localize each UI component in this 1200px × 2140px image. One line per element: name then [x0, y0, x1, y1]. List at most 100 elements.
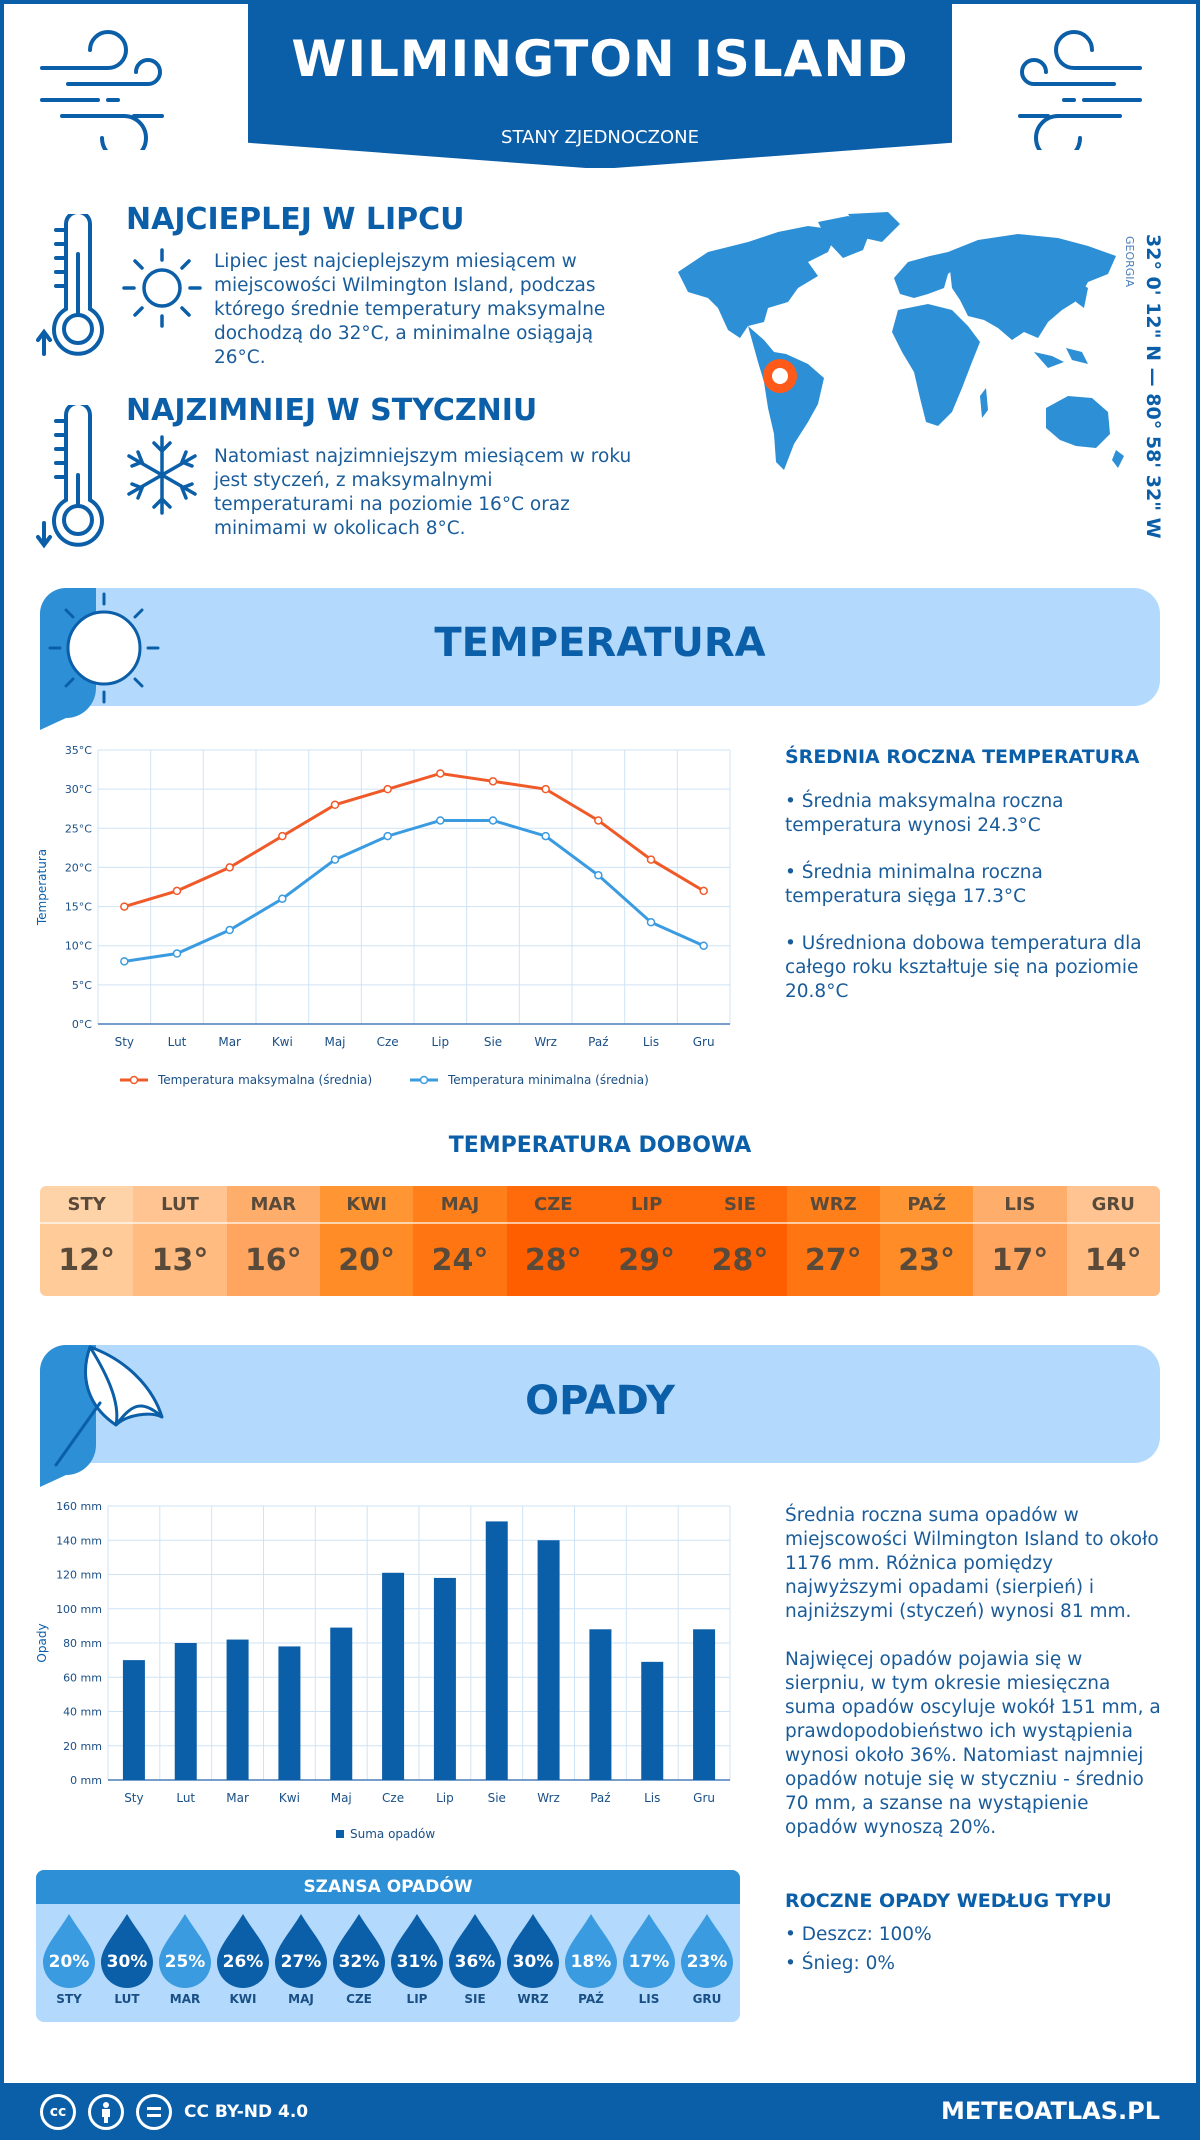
x-tick-label: Maj: [324, 1035, 345, 1049]
daily-temp-value: 13°: [133, 1224, 227, 1296]
daily-temp-month: LIS: [973, 1186, 1067, 1224]
rain-chance-title: SZANSA OPADÓW: [36, 1870, 740, 1904]
x-tick-label: Lis: [644, 1791, 660, 1805]
x-tick-label: Cze: [377, 1035, 399, 1049]
x-tick-label: Lis: [643, 1035, 659, 1049]
data-point: [488, 816, 498, 825]
x-tick-label: Lip: [436, 1791, 454, 1805]
rain-chance-month: CZE: [346, 1992, 372, 2006]
data-point: [436, 816, 445, 825]
x-tick-label: Kwi: [272, 1035, 293, 1049]
x-tick-label: Maj: [331, 1791, 352, 1805]
annual-temp-min: • Średnia minimalna roczna temperatura s…: [785, 862, 1043, 907]
data-point: [330, 800, 340, 810]
raindrop-icon: [449, 1914, 501, 1988]
raindrop-icon: [565, 1914, 617, 1988]
rain-chance-value: 26%: [222, 1952, 264, 1972]
data-point: [699, 886, 708, 896]
daily-temp-cell: KWI 20°: [319, 1186, 414, 1296]
precip-type-title: ROCZNE OPADY WEDŁUG TYPU: [785, 1890, 1112, 1912]
rain-chance-drops: 20% STY 30% LUT 25% MAR 26% KWI 27% MAJ 32% CZE 31% L…: [36, 1904, 740, 2006]
data-point: [488, 777, 498, 786]
daily-temp-cell: CZE 28°: [506, 1186, 600, 1296]
attribution-icon: [88, 2094, 124, 2130]
thermometer-up-icon: [36, 214, 104, 356]
rain-chance-value: 25%: [164, 1952, 206, 1972]
precip-type-snow: • Śnieg: 0%: [785, 1953, 895, 1974]
rain-chance-item: 17% LIS: [621, 1912, 677, 2006]
daily-temp-month: GRU: [1066, 1186, 1160, 1224]
data-point: [225, 863, 234, 872]
daily-temp-value: 28°: [506, 1224, 600, 1296]
rain-chance-item: 27% MAJ: [273, 1912, 329, 2006]
raindrop-icon: [43, 1914, 95, 1988]
data-point: [225, 925, 234, 935]
y-tick-label: 0 mm: [70, 1774, 102, 1787]
x-tick-label: Paź: [588, 1035, 608, 1049]
legend-label: Temperatura minimalna (średnia): [447, 1073, 649, 1087]
rain-chance-item: 25% MAR: [157, 1912, 213, 2006]
precip-type-rain: • Deszcz: 100%: [785, 1924, 932, 1945]
sun-outline-icon: [40, 588, 160, 730]
data-point: [699, 941, 708, 950]
rain-chance-value: 30%: [512, 1952, 554, 1972]
rain-chance-value: 18%: [570, 1952, 612, 1972]
daily-temp-value: 27°: [786, 1224, 880, 1296]
x-tick-label: Sty: [115, 1035, 134, 1049]
x-tick-label: Wrz: [534, 1035, 557, 1049]
data-point: [541, 784, 550, 794]
daily-temp-month: MAR: [226, 1186, 320, 1224]
coldest-title: NAJZIMNIEJ W STYCZNIU: [126, 393, 538, 428]
y-tick-label: 10°C: [65, 940, 92, 953]
series-line: [123, 771, 705, 909]
rain-chance-item: 32% CZE: [331, 1912, 387, 2006]
legend-label: Suma opadów: [350, 1827, 435, 1841]
daily-temp-month: STY: [40, 1186, 134, 1224]
legend-label: Temperatura maksymalna (średnia): [157, 1073, 372, 1087]
bar: [641, 1661, 664, 1780]
daily-temp-cell: MAR 16°: [226, 1186, 320, 1296]
rain-chance-box: SZANSA OPADÓW 20% STY 30% LUT 25% MAR 26% KWI 27…: [36, 1870, 740, 2022]
bar: [693, 1629, 716, 1780]
bar: [122, 1660, 145, 1780]
raindrop-icon: [623, 1914, 675, 1988]
raindrop-icon: [507, 1914, 559, 1988]
x-tick-label: Wrz: [537, 1791, 560, 1805]
daily-temp-value: 23°: [879, 1224, 974, 1296]
y-tick-label: 160 mm: [56, 1500, 102, 1513]
rain-chance-month: SIE: [464, 1992, 486, 2006]
bar: [433, 1577, 456, 1780]
legend-marker: [129, 1075, 139, 1085]
raindrop-icon: [275, 1914, 327, 1988]
rain-chance-month: LUT: [114, 1992, 140, 2006]
rain-chance-value: 36%: [454, 1952, 496, 1972]
y-tick-label: 5°C: [72, 979, 92, 992]
daily-temp-month: PAŹ: [879, 1186, 974, 1224]
legend-marker: [419, 1075, 429, 1085]
x-tick-label: Gru: [693, 1791, 715, 1805]
hottest-text: Lipiec jest najcieplejszym miesiącem w m…: [214, 251, 606, 368]
y-tick-label: 140 mm: [56, 1534, 102, 1547]
x-tick-label: Kwi: [279, 1791, 300, 1805]
daily-temp-table: STY 12° LUT 13° MAR 16° KWI 20° MAJ 24° CZE 28° LIP 2…: [40, 1186, 1160, 1296]
footer: cc CC BY-ND 4.0 METEOATLAS.PL: [0, 2083, 1200, 2140]
y-tick-label: 120 mm: [56, 1569, 102, 1582]
rain-chance-month: LIS: [638, 1992, 660, 2006]
y-tick-label: 80 mm: [63, 1637, 102, 1650]
bar: [278, 1646, 301, 1780]
daily-temp-cell: PAŹ 23°: [879, 1186, 974, 1296]
thermometer-down-icon: [36, 405, 104, 549]
rain-chance-month: LIP: [406, 1992, 428, 2006]
y-axis-label: Temperatura: [35, 849, 49, 926]
site-link[interactable]: METEOATLAS.PL: [940, 2097, 1160, 2125]
rain-chance-month: KWI: [229, 1992, 257, 2006]
wind-icon: [40, 30, 164, 150]
data-point: [278, 831, 287, 841]
x-tick-label: Sie: [488, 1791, 506, 1805]
x-tick-label: Sie: [484, 1035, 502, 1049]
raindrop-icon: [217, 1914, 269, 1988]
daily-temp-cell: SIE 28°: [693, 1186, 787, 1296]
bar: [382, 1572, 405, 1780]
hottest-title: NAJCIEPLEJ W LIPCU: [126, 202, 465, 237]
daily-temp-cell: LIP 29°: [599, 1186, 694, 1296]
